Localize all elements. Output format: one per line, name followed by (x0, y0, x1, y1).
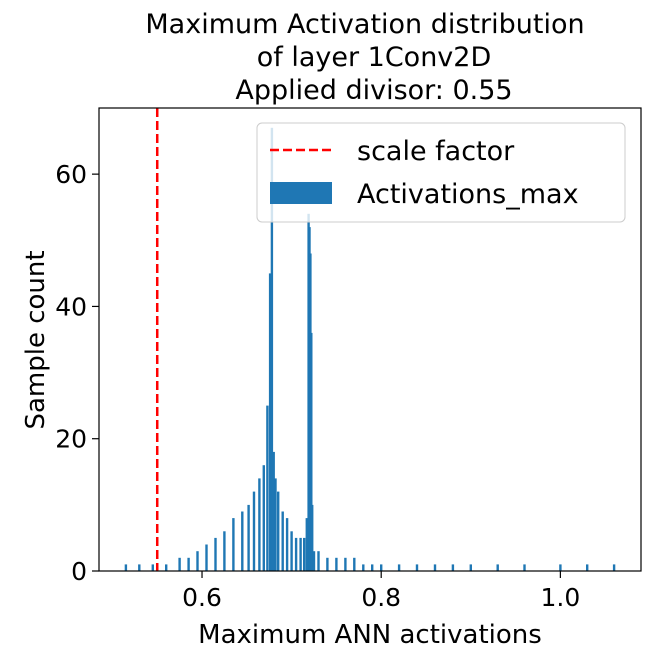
histogram-bar (124, 564, 128, 571)
histogram-bar (523, 564, 526, 571)
histogram-bar (268, 273, 272, 571)
y-axis-ticks: 0 20 40 60 (55, 160, 99, 586)
histogram-bar (241, 511, 244, 571)
y-tick-label: 20 (55, 425, 87, 454)
histogram-bar (151, 564, 154, 571)
chart-title-line-1: Maximum Activation distribution (145, 9, 584, 40)
x-axis-ticks: 0.6 0.8 1.0 (182, 571, 580, 612)
histogram-bar (247, 504, 250, 571)
histogram-bar (612, 564, 616, 571)
histogram-bar (353, 557, 356, 571)
histogram-bar (312, 551, 316, 571)
histogram-bar (223, 531, 226, 571)
y-tick-label: 40 (55, 292, 87, 321)
legend-activations-swatch (270, 182, 332, 204)
histogram-bar (335, 557, 338, 571)
x-axis-label: Maximum ANN activations (198, 620, 542, 650)
legend-scale-factor-label: scale factor (357, 136, 515, 167)
histogram-bar (559, 564, 562, 571)
histogram-bar (252, 491, 256, 571)
histogram-bar (281, 511, 284, 571)
histogram-bar (344, 557, 347, 571)
histogram-bars (124, 127, 616, 572)
histogram-bar (187, 557, 190, 571)
y-tick-label: 60 (55, 160, 87, 189)
y-axis-label: Sample count (21, 250, 51, 429)
histogram-bar (138, 564, 141, 571)
histogram-bar (310, 332, 313, 571)
histogram-bar (415, 564, 419, 571)
histogram-bar (266, 405, 269, 571)
x-tick-label: 1.0 (540, 583, 580, 612)
histogram-bar (397, 564, 401, 571)
histogram-bar (303, 537, 306, 571)
histogram-bar (586, 564, 589, 571)
histogram-bar (285, 518, 289, 571)
legend: scale factor Activations_max (256, 122, 626, 223)
histogram-bar (311, 504, 314, 571)
histogram-bar (362, 564, 365, 571)
histogram-bar (326, 557, 329, 571)
histogram-bar (196, 551, 199, 571)
histogram-bar (299, 537, 302, 571)
histogram-bar (371, 564, 374, 571)
histogram-bar (214, 537, 217, 571)
histogram-bar (496, 564, 499, 571)
chart-title-line-2: of layer 1Conv2D (257, 42, 492, 73)
histogram-bar (270, 127, 274, 572)
histogram-bar (205, 544, 208, 571)
histogram-bar (232, 518, 235, 571)
histogram-bar (469, 564, 472, 571)
histogram-bar (294, 537, 298, 571)
histogram-bar (290, 531, 293, 571)
y-tick-label: 0 (71, 557, 87, 586)
legend-box (256, 122, 626, 223)
histogram-bar (178, 557, 181, 571)
x-tick-label: 0.6 (182, 583, 222, 612)
histogram-bar (317, 551, 320, 571)
chart-title-line-3: Applied divisor: 0.55 (235, 75, 512, 106)
histogram-bar (305, 518, 308, 571)
legend-activations-label: Activations_max (357, 179, 579, 210)
histogram-bar (272, 451, 275, 571)
histogram-bar (262, 465, 265, 571)
histogram-bar (451, 564, 455, 571)
histogram-bar (165, 564, 168, 571)
histogram-bar (380, 564, 383, 571)
histogram-bar (433, 564, 437, 571)
histogram-bar (274, 478, 277, 571)
histogram-bar (277, 491, 280, 571)
plot-frame (98, 107, 642, 572)
x-tick-label: 0.8 (361, 583, 401, 612)
histogram-bar (258, 478, 261, 571)
